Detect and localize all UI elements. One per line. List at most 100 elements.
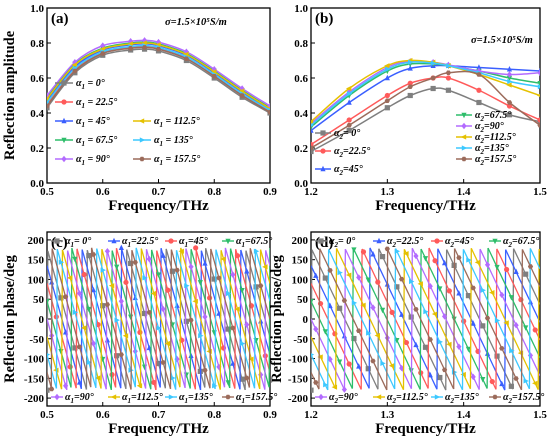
data-point	[431, 311, 438, 317]
data-point	[100, 267, 106, 273]
phase-jump	[95, 248, 98, 388]
x-tick-label: 1.2	[304, 186, 318, 198]
data-point	[142, 275, 148, 281]
data-point	[311, 353, 315, 357]
phase-jump	[179, 247, 182, 388]
legend-label: α2=90°	[329, 392, 358, 405]
data-point	[356, 274, 362, 281]
series-line	[175, 250, 216, 390]
legend: α1= 0° α1=22.5° α1=45° α1=67.5° α1=90° α1=112…	[51, 236, 277, 405]
legend-label: α1 = 135°	[154, 135, 193, 148]
legend-marker	[61, 137, 67, 144]
conductivity-annotation: σ=1.5×10⁵S/m	[165, 17, 227, 28]
series-line	[131, 250, 172, 390]
data-point	[399, 364, 405, 372]
data-point	[267, 109, 270, 115]
legend-label: α1=67.5°	[236, 236, 272, 249]
y-tick-label: 0.2	[30, 143, 44, 155]
data-point	[403, 251, 409, 257]
data-point	[114, 353, 120, 359]
data-point	[72, 59, 78, 66]
legend-label: α1= 0°	[65, 236, 91, 249]
phase-jump	[335, 248, 338, 389]
data-point	[150, 290, 157, 297]
series-line	[47, 42, 270, 110]
x-tick-label: 1.4	[457, 186, 471, 198]
data-point	[417, 281, 423, 287]
data-point	[225, 290, 232, 297]
data-point	[407, 92, 413, 99]
data-point	[494, 264, 500, 271]
data-point	[351, 300, 358, 306]
data-point	[128, 46, 134, 51]
series-line	[496, 248, 540, 341]
data-point	[370, 304, 376, 311]
data-point	[100, 303, 106, 309]
data-point	[90, 340, 97, 347]
data-point	[67, 364, 73, 370]
x-axis-label: Frequency/THz	[375, 421, 476, 437]
series-line	[106, 249, 147, 389]
legend-marker	[492, 238, 498, 245]
data-point	[174, 267, 180, 273]
data-point	[188, 317, 194, 323]
data-point	[384, 63, 390, 69]
legend-label: α2=22.5°	[334, 146, 370, 159]
panel-c: 0.5 0.6 0.7 0.8 0.9 -200 -150 -100 -50 0 50 100 150 2…	[2, 231, 277, 437]
legend-marker	[225, 238, 231, 245]
legend-marker	[61, 80, 67, 86]
series-line	[387, 249, 455, 390]
data-point	[183, 318, 189, 324]
data-point	[346, 99, 352, 105]
data-point	[480, 377, 486, 383]
data-point	[198, 333, 204, 339]
legend-label: α1 = 67.5°	[76, 135, 117, 148]
data-point	[104, 336, 110, 343]
legend-label: α1 = 0°	[76, 78, 105, 91]
data-point	[456, 255, 462, 260]
data-point	[332, 331, 338, 337]
y-tick-label: 50	[33, 294, 45, 306]
series-line	[311, 336, 337, 390]
data-point	[72, 68, 78, 74]
legend-marker	[320, 148, 326, 154]
legend-label: α2=157.5°	[503, 392, 544, 405]
data-point	[470, 320, 476, 326]
data-point	[346, 361, 352, 367]
phase-jump	[410, 248, 413, 389]
data-point	[427, 371, 433, 378]
y-tick-label: 0.2	[294, 143, 308, 155]
series-line	[210, 248, 251, 388]
data-point	[192, 298, 198, 304]
data-point	[311, 387, 314, 393]
phase-jump	[402, 249, 406, 390]
y-tick-label: 50	[297, 294, 309, 306]
phase-jump	[386, 249, 389, 391]
data-point	[62, 382, 69, 389]
data-point	[122, 333, 129, 339]
data-point	[408, 278, 415, 285]
legend-label: α2=135°	[475, 143, 509, 156]
y-tick-label: -200	[288, 393, 309, 405]
data-point	[76, 290, 83, 297]
phase-jump	[520, 249, 524, 390]
legend: α2= 0° α2=22.5° α2=45° α2=67.5°α2=90°α2=112…	[315, 110, 516, 177]
data-point	[537, 123, 540, 128]
legend-marker	[461, 156, 467, 162]
data-point	[311, 145, 314, 151]
series-line	[254, 248, 270, 302]
y-tick-label: 1.0	[294, 3, 308, 15]
data-point	[211, 69, 217, 75]
series-line	[529, 248, 540, 270]
data-point	[49, 386, 55, 392]
data-point	[100, 51, 106, 56]
data-point	[503, 320, 509, 326]
data-point	[480, 287, 486, 293]
series-line	[411, 247, 480, 390]
data-point	[90, 286, 97, 293]
legend: α1 = 0° α1 = 22.5° α1 = 45° α1 = 67.5° α1 = …	[55, 78, 200, 167]
data-point	[379, 254, 386, 260]
data-point	[413, 341, 419, 348]
x-tick-label: 0.9	[263, 409, 277, 421]
data-point	[244, 321, 250, 328]
